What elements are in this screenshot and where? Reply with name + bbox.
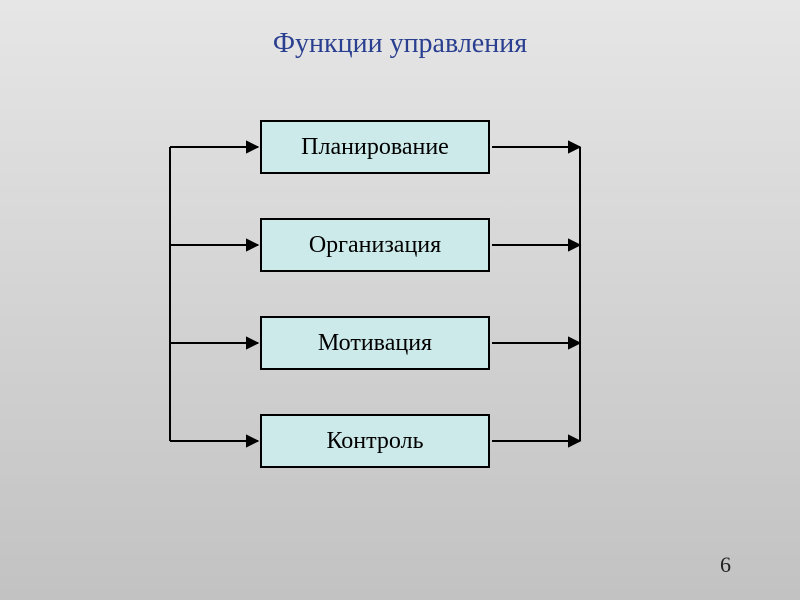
diagram-connectors	[0, 0, 800, 600]
diagram-node: Организация	[260, 218, 490, 272]
diagram-node: Контроль	[260, 414, 490, 468]
diagram-node-label: Планирование	[262, 122, 488, 172]
page-number-text: 6	[720, 552, 731, 577]
title-text: Функции управления	[273, 28, 527, 59]
page-title: Функции управления	[0, 28, 800, 60]
diagram-node-label: Контроль	[262, 416, 488, 466]
diagram-node-label: Мотивация	[262, 318, 488, 368]
diagram-node-label: Организация	[262, 220, 488, 270]
page-number: 6	[720, 552, 731, 578]
diagram-node: Планирование	[260, 120, 490, 174]
diagram-node: Мотивация	[260, 316, 490, 370]
